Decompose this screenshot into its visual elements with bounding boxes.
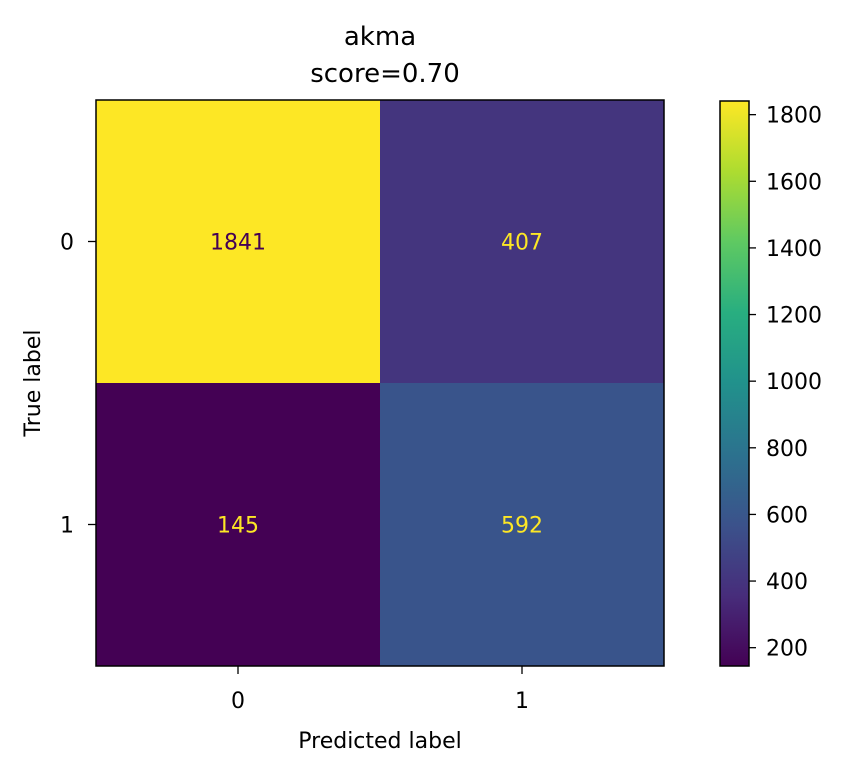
colorbar-tick-label: 200	[766, 637, 808, 662]
colorbar-tick-label: 1200	[766, 304, 822, 329]
colorbar-tick-label: 600	[766, 503, 808, 528]
colorbar-frame	[719, 100, 750, 667]
x-axis-label: Predicted label	[298, 729, 461, 754]
chart-subtitle: score=0.70	[310, 59, 460, 89]
x-tick-label: 1	[515, 689, 529, 714]
heatmap-cells: 1841 407 145 592	[96, 100, 665, 667]
plot-frame	[95, 99, 665, 667]
colorbar-tick-label: 400	[766, 570, 808, 595]
heatmap-cell	[96, 100, 381, 384]
colorbar	[720, 101, 749, 666]
chart-title: akma	[344, 22, 416, 52]
colorbar-tick-label: 1800	[766, 104, 822, 129]
cell-value-label: 145	[217, 514, 259, 539]
colorbar-tick-label: 1600	[766, 170, 822, 195]
y-tick-label: 1	[60, 514, 74, 539]
heatmap-cell	[380, 100, 665, 384]
y-tick-label: 0	[60, 231, 74, 256]
colorbar-tick-label: 1400	[766, 237, 822, 262]
cell-value-label: 592	[501, 514, 543, 539]
cell-value-label: 407	[501, 231, 543, 256]
cell-value-label: 1841	[210, 231, 266, 256]
heatmap-cell	[96, 383, 381, 667]
y-axis-label: True label	[21, 330, 46, 438]
colorbar-ticks: 200 400 600 800 1000 1200 1400 1600 1800	[749, 104, 822, 662]
colorbar-tick-label: 1000	[766, 370, 822, 395]
heatmap-cell	[380, 383, 665, 667]
x-tick-label: 0	[231, 689, 245, 714]
colorbar-tick-label: 800	[766, 437, 808, 462]
y-axis-ticks: 01	[60, 231, 96, 539]
